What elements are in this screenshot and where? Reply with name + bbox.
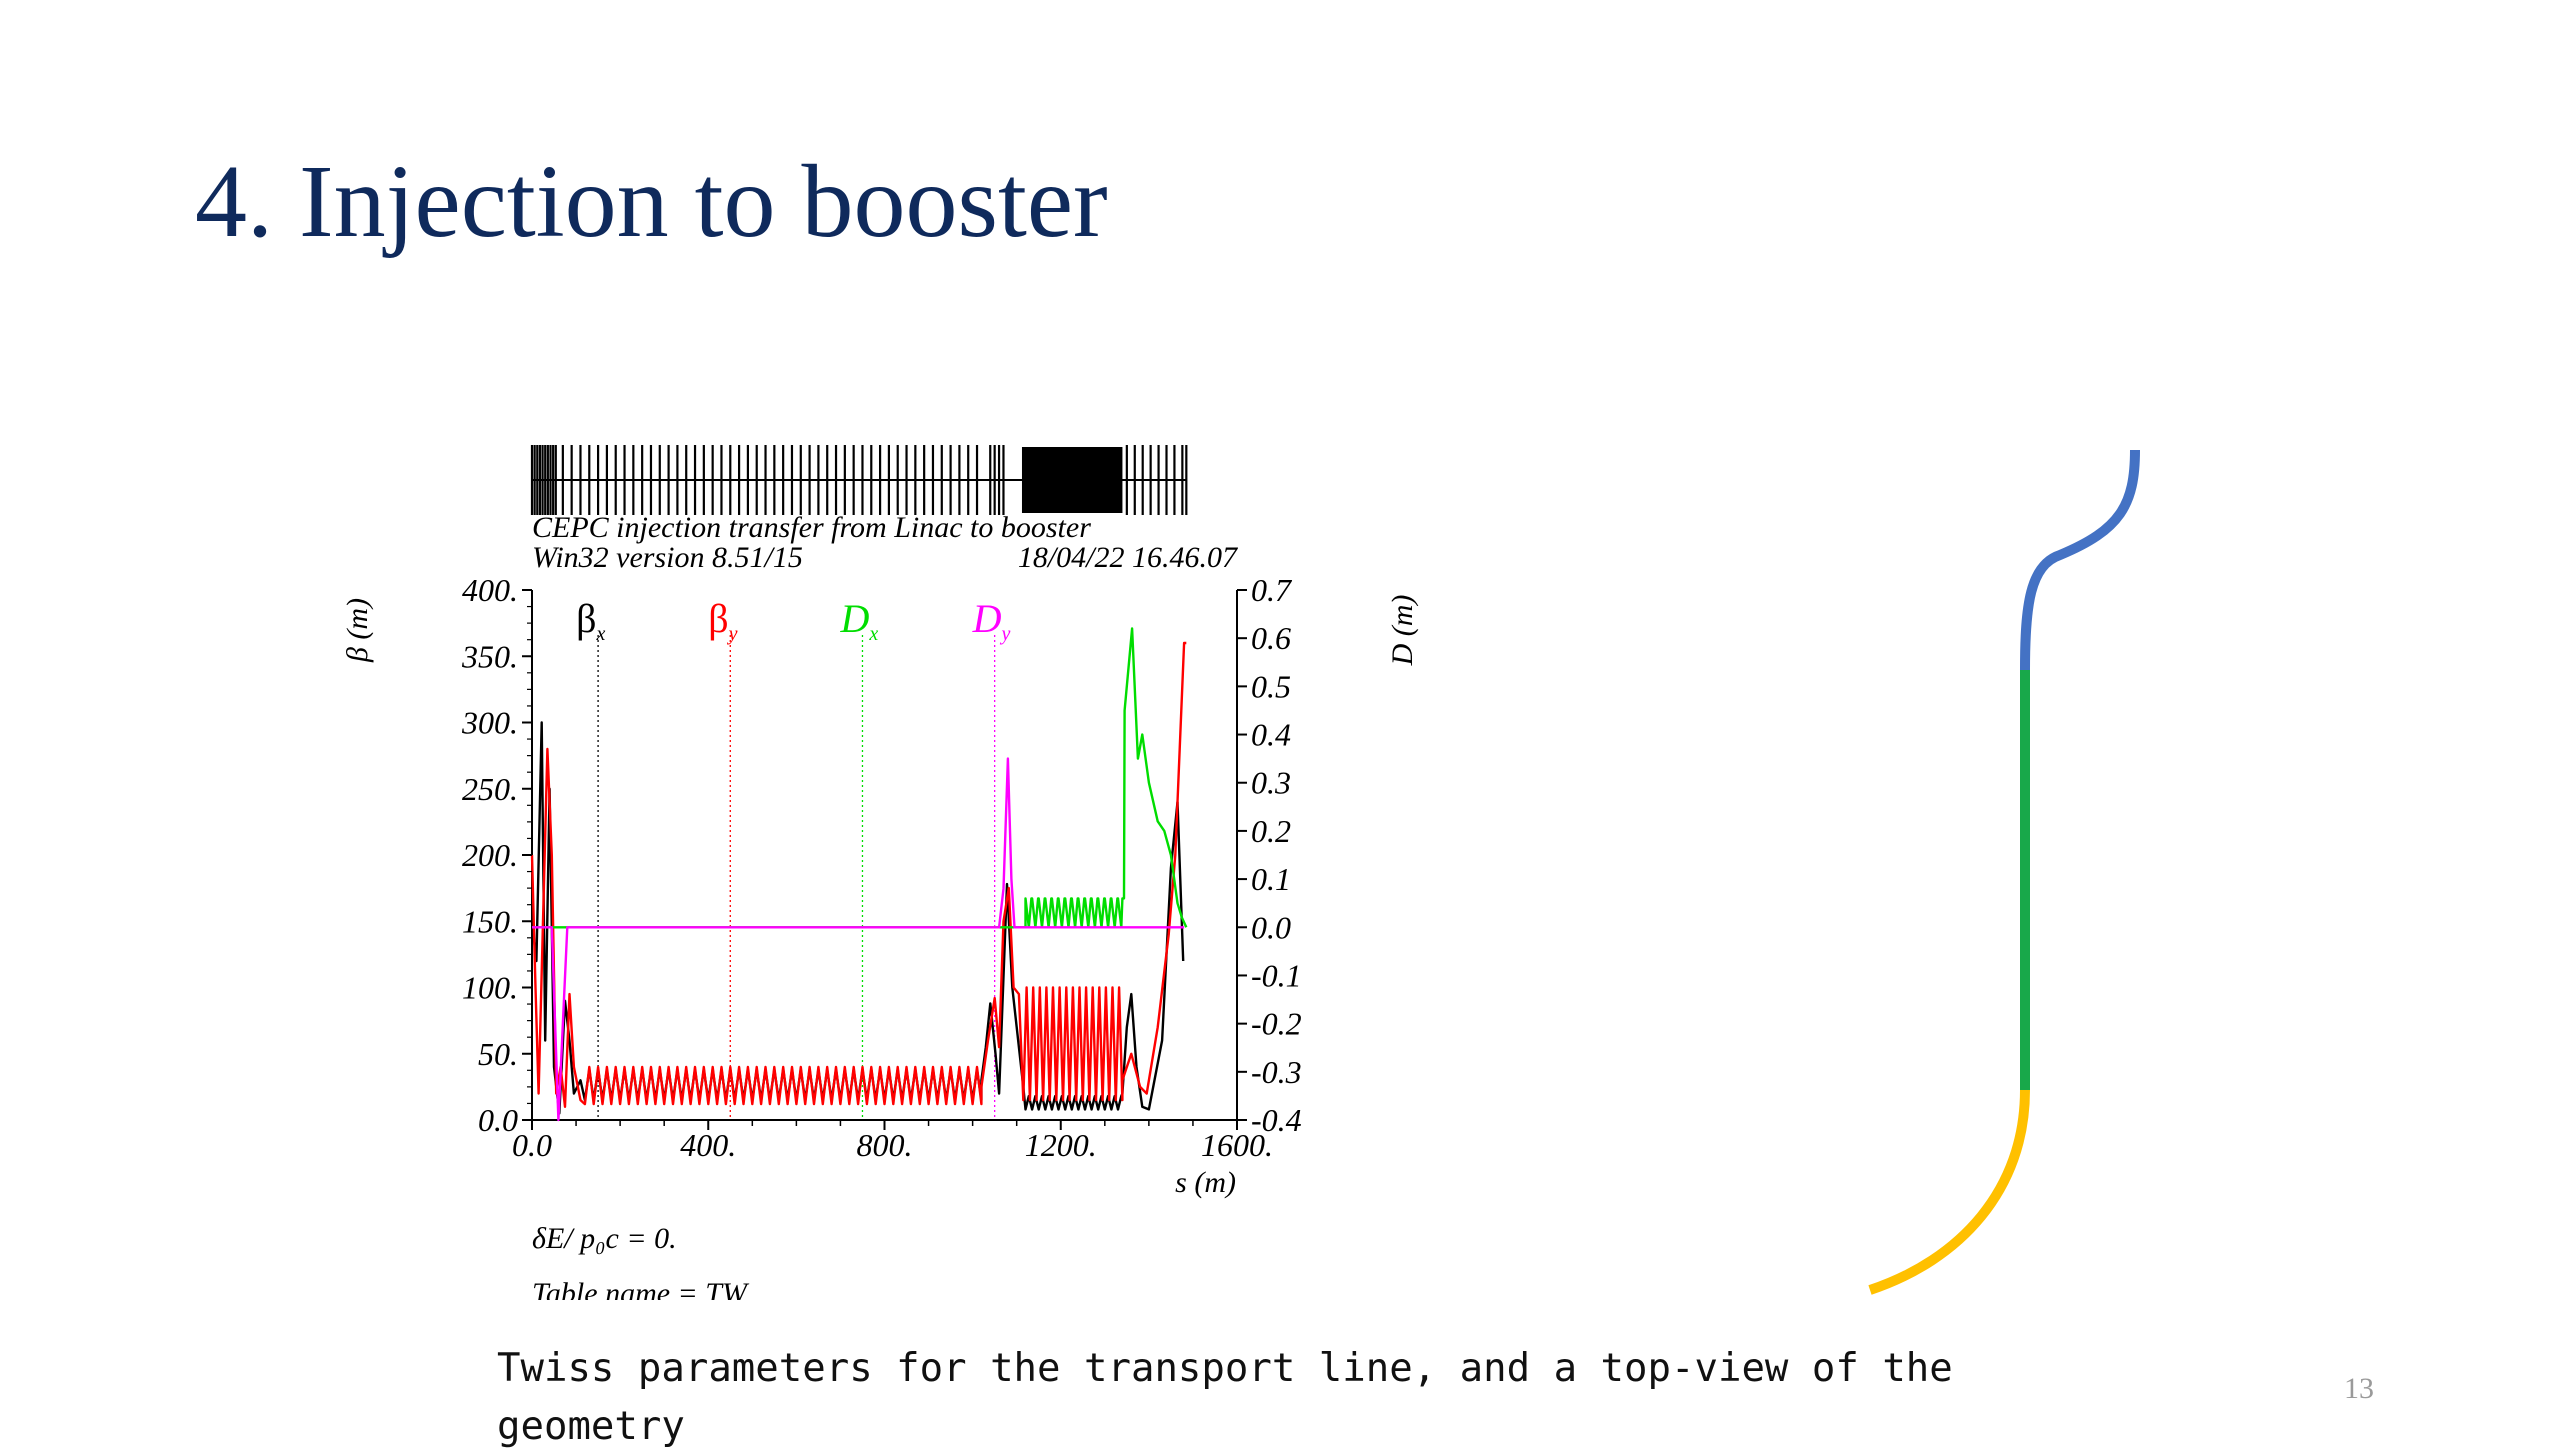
- legend-entry-subscript: x: [595, 623, 605, 645]
- plot-header-line2-right: 18/04/22 16.46.07: [1018, 541, 1239, 574]
- y-axis-left-label: β (m): [341, 598, 374, 663]
- y-left-tick-label: 400.: [462, 572, 518, 608]
- y-left-tick-label: 0.0: [478, 1102, 518, 1138]
- y-right-tick-label: 0.7: [1251, 572, 1293, 608]
- x-axis-label: s (m): [1175, 1166, 1236, 1199]
- legend-entry: βx: [576, 596, 605, 645]
- y-right-tick-label: 0.6: [1251, 620, 1291, 656]
- axis-ticks: 0.0 400. 800. 1200. 1600. 0.0 50. 100. 150. 200. 2…: [461, 572, 1302, 1163]
- legend-entry: Dx: [839, 596, 878, 645]
- y-left-tick-label: 250.: [462, 771, 518, 807]
- series-line-Dy: [532, 757, 1185, 1122]
- x-tick-label: 1200.: [1025, 1127, 1097, 1163]
- legend-entry: Dy: [972, 596, 1011, 645]
- y-right-tick-label: -0.1: [1251, 957, 1302, 993]
- lattice-dense-block: [1021, 447, 1123, 513]
- y-right-tick-label: -0.4: [1251, 1102, 1302, 1138]
- y-left-tick-label: 300.: [461, 705, 518, 741]
- y-left-tick-label: 50.: [478, 1036, 518, 1072]
- x-tick-label: 0.0: [512, 1127, 552, 1163]
- y-axis-right-label: D (m): [1386, 595, 1419, 667]
- twiss-plot: CEPC injection transfer from Linac to bo…: [341, 445, 1419, 1300]
- series-line-βy: [530, 641, 1187, 1108]
- y-right-tick-label: -0.2: [1251, 1006, 1302, 1042]
- geometry-lower-arc: [1868, 1089, 2030, 1295]
- plot-footer-line1: δE/ p₀c = 0.: [532, 1222, 677, 1255]
- y-left-tick-label: 200.: [462, 837, 518, 873]
- legend-entry-subscript: x: [868, 623, 878, 645]
- x-tick-label: 1600.: [1201, 1127, 1273, 1163]
- lattice-element-strip: [530, 445, 1188, 515]
- x-tick-label: 800.: [857, 1127, 913, 1163]
- legend-guide-lines: [597, 635, 996, 1120]
- legend-entry-subscript: y: [1000, 623, 1011, 645]
- plot-header-line2-left: Win32 version 8.51/15: [532, 541, 803, 574]
- series-line-βx: [530, 721, 1185, 1115]
- y-right-tick-label: -0.3: [1251, 1054, 1302, 1090]
- x-tick-label: 400.: [680, 1127, 736, 1163]
- y-left-tick-label: 100.: [462, 970, 518, 1006]
- legend-entry: βy: [708, 596, 737, 645]
- legend: βx βy Dx Dy: [576, 596, 1010, 645]
- plot-footer-line2: Table name = TW: [532, 1277, 750, 1300]
- slide-title: 4. Injection to booster: [195, 144, 1108, 259]
- series-line-Dx: [532, 627, 1188, 929]
- y-right-tick-label: 0.3: [1251, 765, 1291, 801]
- y-right-tick-label: 0.4: [1251, 717, 1291, 753]
- geometry-upper-arc: [2020, 449, 2140, 671]
- plot-frame: [531, 590, 1238, 1121]
- page-number: 13: [2344, 1372, 2374, 1405]
- y-right-tick-label: 0.1: [1251, 861, 1291, 897]
- y-right-tick-label: 0.2: [1251, 813, 1291, 849]
- y-left-tick-label: 150.: [462, 903, 518, 939]
- y-right-tick-label: 0.5: [1251, 668, 1291, 704]
- figure-caption: Twiss parameters for the transport line,…: [497, 1346, 1953, 1449]
- geometry-top-view: [1868, 449, 2140, 1295]
- legend-entry-subscript: y: [727, 623, 738, 645]
- plot-header-line1: CEPC injection transfer from Linac to bo…: [532, 511, 1091, 544]
- y-right-tick-label: 0.0: [1251, 909, 1291, 945]
- y-left-tick-label: 350.: [461, 638, 518, 674]
- series-layer: [530, 627, 1188, 1122]
